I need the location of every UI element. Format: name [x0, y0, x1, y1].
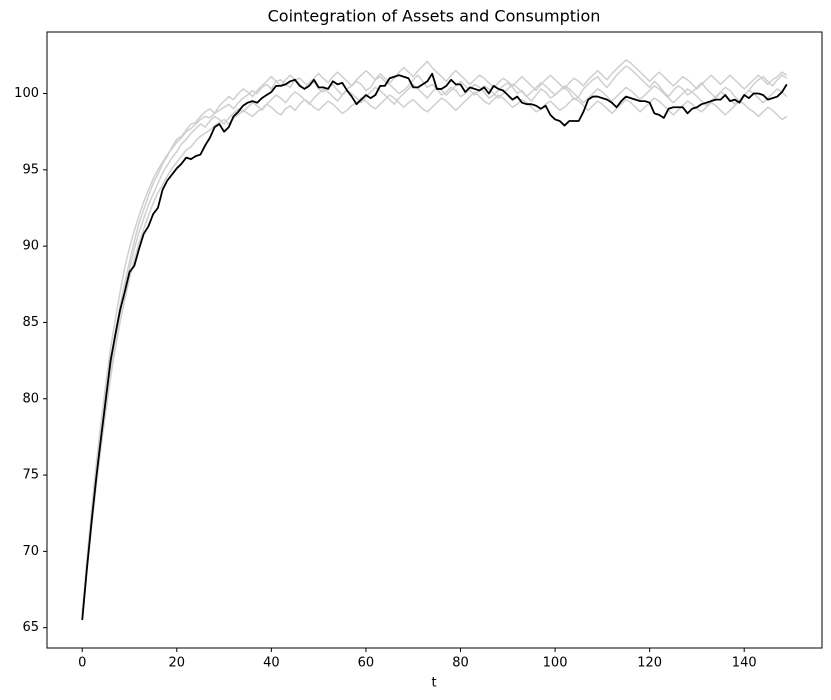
y-tick-label: 75 — [22, 468, 39, 483]
series-line — [81, 91, 788, 619]
y-tick-label: 95 — [22, 162, 39, 177]
y-tick-label: 100 — [14, 86, 39, 101]
x-tick-label: 100 — [543, 656, 568, 671]
y-tick-label: 65 — [22, 620, 39, 635]
x-tick-label: 120 — [637, 656, 662, 671]
series-line — [81, 59, 788, 613]
series-line — [81, 72, 788, 621]
y-tick-label: 70 — [22, 544, 39, 559]
x-axis-label: t — [431, 676, 436, 691]
chart-title: Cointegration of Assets and Consumption — [268, 7, 601, 26]
series-line — [81, 80, 788, 618]
y-tick-label: 85 — [22, 315, 39, 330]
y-tick-label: 80 — [22, 391, 39, 406]
y-tick-label: 90 — [22, 239, 39, 254]
x-tick-label: 40 — [263, 656, 280, 671]
x-tick-label: 20 — [169, 656, 186, 671]
x-tick-label: 0 — [78, 656, 86, 671]
plot-frame — [46, 31, 823, 649]
x-tick-label: 80 — [452, 656, 469, 671]
series-line — [81, 65, 788, 616]
x-tick-label: 60 — [358, 656, 375, 671]
x-tick-label: 140 — [732, 656, 757, 671]
